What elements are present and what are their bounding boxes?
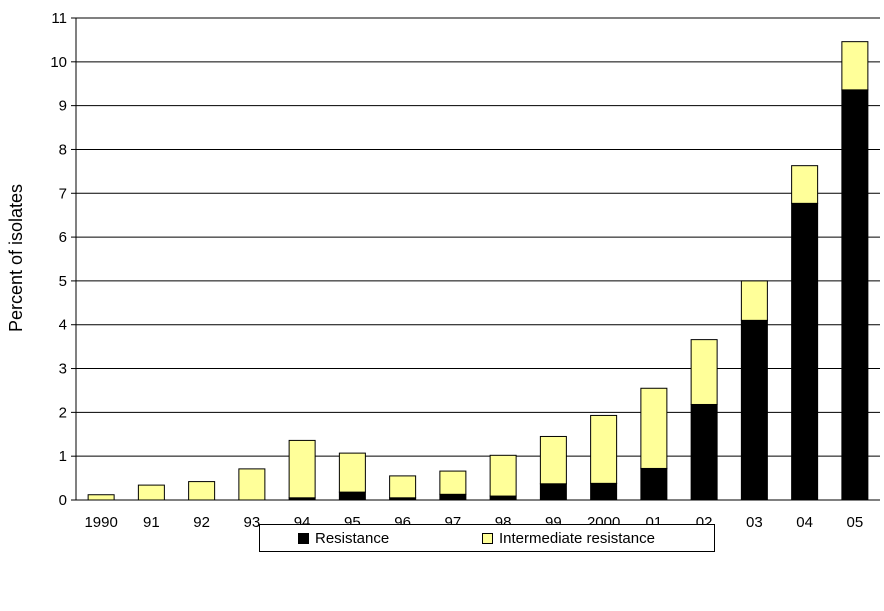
y-axis-label: Percent of isolates [6, 184, 26, 332]
legend: Resistance Intermediate resistance [259, 524, 715, 552]
bar-intermediate-resistance [640, 387, 668, 469]
bar-intermediate-resistance [238, 468, 266, 501]
bar-intermediate-resistance [288, 439, 316, 499]
legend-item-resistance: Resistance [298, 529, 389, 547]
bar-intermediate-resistance [740, 280, 768, 321]
bar-resistance [590, 482, 618, 501]
legend-item-intermediate-resistance: Intermediate resistance [482, 529, 655, 547]
y-tick-label: 8 [59, 141, 67, 158]
legend-label-resistance: Resistance [315, 529, 390, 547]
x-tick-label: 03 [746, 514, 763, 531]
y-tick-label: 7 [59, 185, 67, 202]
y-tick-label: 6 [59, 229, 67, 246]
bar-intermediate-resistance [389, 475, 417, 499]
bar-resistance [740, 319, 768, 501]
bar-resistance [338, 491, 366, 501]
bar-intermediate-resistance [137, 484, 165, 501]
x-tick-label: 91 [143, 514, 160, 531]
bar-intermediate-resistance [87, 494, 115, 501]
x-tick-label: 92 [193, 514, 210, 531]
x-tick-label: 04 [796, 514, 813, 531]
x-tick-label: 05 [847, 514, 864, 531]
bar-intermediate-resistance [791, 165, 819, 204]
bar-intermediate-resistance [590, 414, 618, 484]
y-tick-label: 4 [59, 317, 67, 334]
bars [87, 41, 869, 501]
bar-resistance [791, 202, 819, 501]
legend-swatch-intermediate-resistance [482, 532, 493, 544]
bar-intermediate-resistance [338, 452, 366, 493]
legend-swatch-resistance [298, 532, 309, 544]
y-tick-label: 10 [50, 54, 67, 71]
bar-intermediate-resistance [489, 454, 517, 497]
y-tick-label: 1 [59, 448, 67, 465]
y-tick-label: 0 [59, 492, 67, 509]
bar-intermediate-resistance [841, 41, 869, 91]
bar-resistance [640, 467, 668, 501]
bar-resistance [841, 89, 869, 501]
bar-resistance [690, 403, 718, 501]
x-tick-label: 1990 [84, 514, 117, 531]
bar-resistance [439, 493, 467, 501]
bar-intermediate-resistance [539, 435, 567, 485]
x-tick-label: 93 [244, 514, 261, 531]
y-tick-label: 5 [59, 273, 67, 290]
bar-resistance [539, 483, 567, 501]
bar-resistance [489, 495, 517, 501]
bar-intermediate-resistance [690, 339, 718, 405]
bar-intermediate-resistance [188, 481, 216, 501]
y-tick-label: 3 [59, 361, 67, 378]
bar-intermediate-resistance [439, 470, 467, 495]
y-tick-label: 9 [59, 98, 67, 115]
y-tick-label: 2 [59, 404, 67, 421]
y-tick-label: 11 [51, 10, 67, 27]
legend-label-intermediate-resistance: Intermediate resistance [499, 529, 655, 547]
y-tick-labels: 0 1 2 3 4 5 6 7 8 9 10 11 [50, 10, 67, 509]
